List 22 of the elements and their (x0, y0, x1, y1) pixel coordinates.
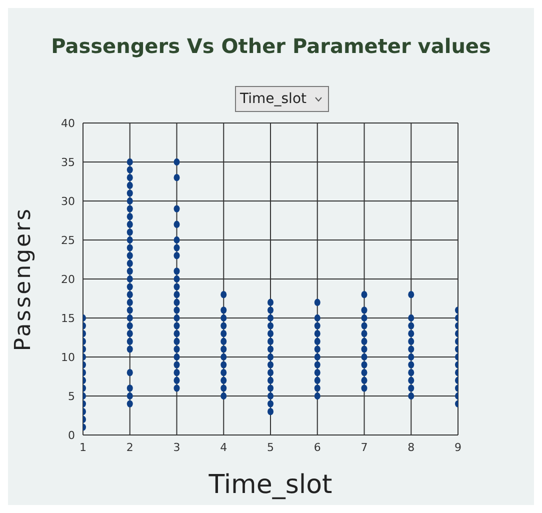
y-tick-label: 10 (61, 350, 75, 364)
y-tick-label: 40 (61, 116, 75, 130)
y-axis-title: Passengers (10, 206, 36, 352)
y-tick-label: 35 (61, 156, 75, 169)
x-tick-label: 8 (408, 440, 415, 454)
chart-title: Passengers Vs Other Parameter values (50, 34, 492, 58)
y-tick-label: 30 (61, 194, 75, 208)
x-tick-label: 5 (267, 440, 274, 454)
x-tick-label: 6 (314, 440, 321, 454)
x-axis-title: Time_slot (208, 470, 332, 500)
y-tick-label: 0 (68, 428, 75, 442)
y-tick-label: 25 (61, 234, 75, 247)
x-tick-label: 3 (173, 440, 180, 454)
x-tick-label: 7 (360, 440, 368, 454)
y-tick-label: 5 (68, 390, 75, 403)
x-tick-label: 4 (220, 440, 228, 454)
dropdown-field: Time_slot (235, 86, 329, 112)
x-tick-label: 2 (126, 440, 134, 454)
x-tick-label: 9 (454, 440, 462, 454)
x-tick-label: 1 (80, 440, 86, 454)
y-tick-label: 20 (61, 272, 75, 286)
y-tick-label: 15 (61, 312, 75, 325)
